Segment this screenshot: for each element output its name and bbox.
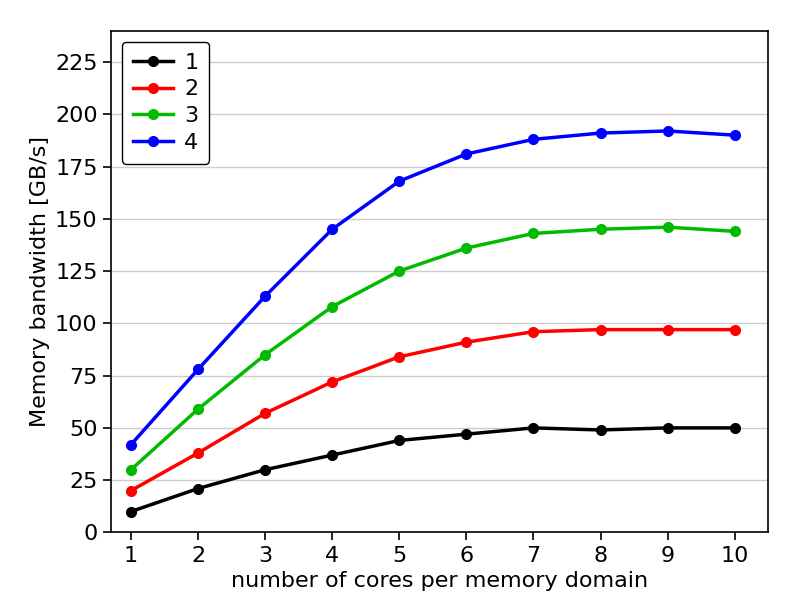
1 [261,466,270,474]
3 [126,466,135,474]
4 [327,226,337,233]
Line: 1: 1 [126,423,740,517]
1 [126,508,135,515]
4 [193,366,203,373]
4 [462,151,471,158]
1 [663,424,672,431]
4 [126,441,135,448]
X-axis label: number of cores per memory domain: number of cores per memory domain [231,571,648,591]
3 [529,230,539,237]
Line: 3: 3 [126,222,740,474]
1 [596,427,605,434]
1 [193,485,203,492]
3 [663,223,672,231]
Line: 2: 2 [126,325,740,496]
1 [394,437,404,444]
1 [327,452,337,459]
2 [730,326,740,334]
4 [529,136,539,143]
3 [327,303,337,310]
3 [730,228,740,235]
3 [261,351,270,359]
Legend: 1, 2, 3, 4: 1, 2, 3, 4 [122,42,209,164]
1 [529,424,539,431]
2 [327,378,337,386]
2 [596,326,605,334]
2 [261,409,270,417]
4 [596,129,605,136]
2 [193,449,203,457]
4 [261,293,270,300]
1 [730,424,740,431]
3 [193,405,203,412]
2 [126,487,135,494]
2 [394,353,404,360]
3 [394,267,404,275]
3 [596,226,605,233]
4 [663,127,672,135]
1 [462,430,471,438]
2 [529,328,539,335]
4 [394,177,404,185]
2 [462,338,471,346]
2 [663,326,672,334]
Y-axis label: Memory bandwidth [GB/s]: Memory bandwidth [GB/s] [29,136,50,427]
Line: 4: 4 [126,126,740,449]
3 [462,244,471,252]
4 [730,132,740,139]
